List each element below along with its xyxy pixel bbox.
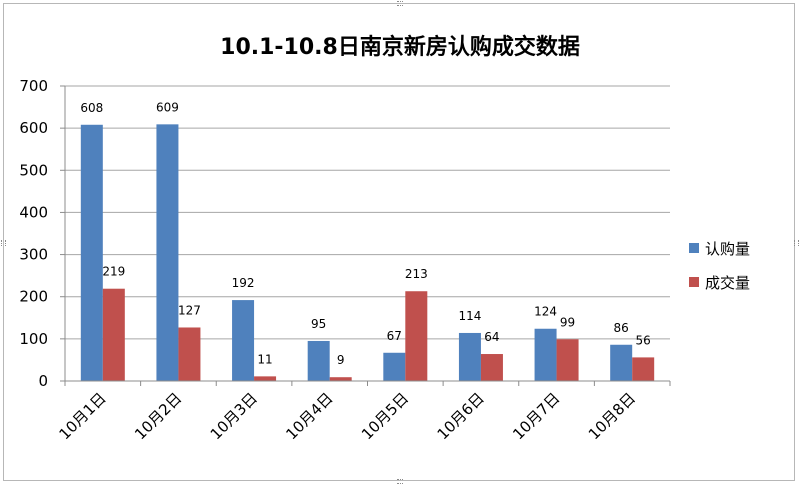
data-label: 124 [534, 305, 557, 319]
bar-transaction [556, 339, 579, 381]
bar-subscription [232, 300, 255, 381]
bar-subscription [156, 124, 179, 381]
chart-title: 10.1-10.8日南京新房认购成交数据 [220, 34, 580, 60]
data-label: 114 [458, 309, 481, 323]
bar-subscription [610, 344, 633, 381]
bar-subscription [458, 332, 481, 381]
data-label: 608 [80, 101, 103, 115]
bar-transaction [632, 357, 655, 381]
data-label: 609 [156, 100, 179, 114]
y-axis: 0 100 200 300 400 500 600 700 [19, 77, 66, 390]
data-label: 192 [232, 276, 255, 290]
y-tick-label: 600 [19, 119, 48, 137]
x-tick-label: 10月2日 [131, 389, 185, 443]
chart-frame [3, 3, 795, 481]
x-tick-label: 10月1日 [55, 389, 109, 443]
resize-handle-bottom[interactable] [397, 479, 403, 484]
data-label: 213 [405, 267, 428, 281]
data-label: 11 [257, 352, 272, 366]
legend-label: 认购量 [705, 240, 750, 258]
resize-handle-right[interactable] [794, 240, 799, 246]
data-label: 95 [311, 317, 326, 331]
x-tick-label: 10月8日 [585, 389, 639, 443]
x-tick-label: 10月6日 [434, 389, 488, 443]
x-axis: 10月1日 10月2日 10月3日 10月4日 10月5日 10月6日 10月7日 10月8日 [55, 380, 671, 443]
data-label: 64 [484, 330, 499, 344]
gridlines [65, 85, 670, 340]
x-tick-label: 10月7日 [509, 389, 563, 443]
bar-subscription [383, 352, 406, 381]
bars [80, 124, 655, 382]
y-tick-label: 700 [19, 77, 48, 95]
data-label: 67 [387, 329, 402, 343]
y-tick-label: 0 [38, 372, 48, 390]
bar-transaction [102, 288, 125, 381]
x-tick-label: 10月3日 [207, 389, 261, 443]
data-label: 86 [614, 321, 629, 335]
y-tick-label: 200 [19, 288, 48, 306]
data-label: 127 [178, 303, 201, 317]
bar-subscription [534, 328, 557, 381]
data-label: 99 [560, 315, 575, 329]
bar-transaction [329, 377, 352, 381]
data-label: 9 [337, 353, 345, 367]
y-tick-label: 300 [19, 246, 48, 264]
y-tick-label: 100 [19, 330, 48, 348]
legend-swatch [689, 277, 699, 287]
bar-transaction [480, 354, 503, 381]
data-label: 56 [636, 333, 651, 347]
resize-handle-top[interactable] [397, 1, 403, 6]
bar-subscription [80, 124, 103, 382]
legend-swatch [689, 243, 699, 253]
y-tick-label: 400 [19, 203, 48, 221]
bar-transaction [178, 327, 201, 381]
x-tick-label: 10月5日 [358, 389, 412, 443]
y-tick-label: 500 [19, 161, 48, 179]
data-label: 219 [102, 265, 125, 279]
legend-label: 成交量 [705, 274, 750, 292]
bar-transaction [254, 376, 277, 381]
resize-handle-left[interactable] [1, 240, 6, 246]
x-tick-label: 10月4日 [282, 389, 336, 443]
bar-subscription [307, 340, 330, 381]
bar-transaction [405, 291, 428, 381]
